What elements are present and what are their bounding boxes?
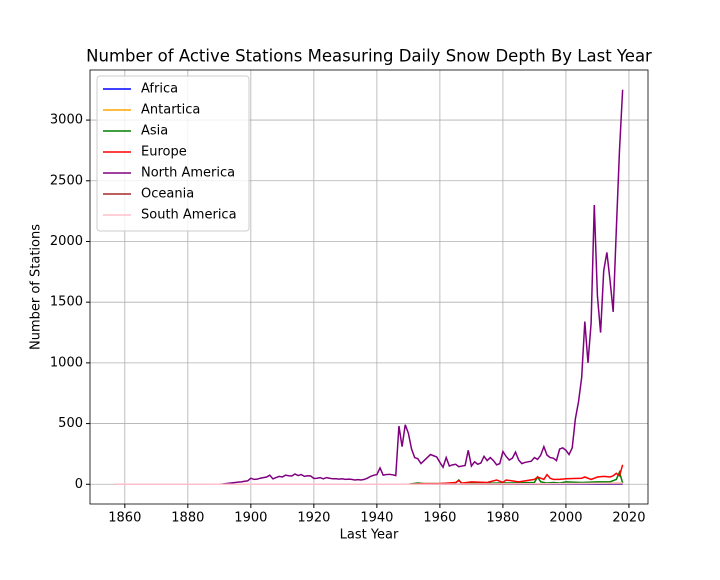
legend-label: South America <box>141 208 237 223</box>
x-tick-label: 1920 <box>297 511 330 526</box>
y-tick-label: 2000 <box>50 234 83 249</box>
legend-label: North America <box>141 166 235 181</box>
series-line <box>219 90 622 485</box>
legend-label: Africa <box>141 82 178 97</box>
chart-title: Number of Active Stations Measuring Dail… <box>86 47 652 66</box>
y-axis-label: Number of Stations <box>29 224 44 350</box>
y-tick-label: 500 <box>58 416 83 431</box>
legend-label: Antartica <box>141 103 200 118</box>
legend-label: Europe <box>141 145 187 160</box>
x-tick-label: 1940 <box>360 511 393 526</box>
series-line <box>115 483 622 484</box>
series-line <box>408 472 622 484</box>
x-axis-label: Last Year <box>340 528 399 543</box>
legend: Africa Antartica Asia Europe North America Oc… <box>97 76 249 231</box>
y-tick-label: 3000 <box>50 113 83 128</box>
x-tick-label: 1960 <box>423 511 456 526</box>
y-tick-label: 0 <box>75 477 83 492</box>
x-tick-label: 1980 <box>486 511 519 526</box>
y-tick-label: 1500 <box>50 295 83 310</box>
y-tick-label: 2500 <box>50 173 83 188</box>
x-tick-label: 1880 <box>171 511 204 526</box>
y-tick-label: 1000 <box>50 355 83 370</box>
x-tick-label: 1860 <box>108 511 141 526</box>
x-tick-label: 2020 <box>612 511 645 526</box>
legend-label: Asia <box>141 124 168 139</box>
x-tick-label: 1900 <box>234 511 267 526</box>
x-tick-label: 2000 <box>549 511 582 526</box>
series-line <box>408 465 622 484</box>
legend-label: Oceania <box>141 187 194 202</box>
